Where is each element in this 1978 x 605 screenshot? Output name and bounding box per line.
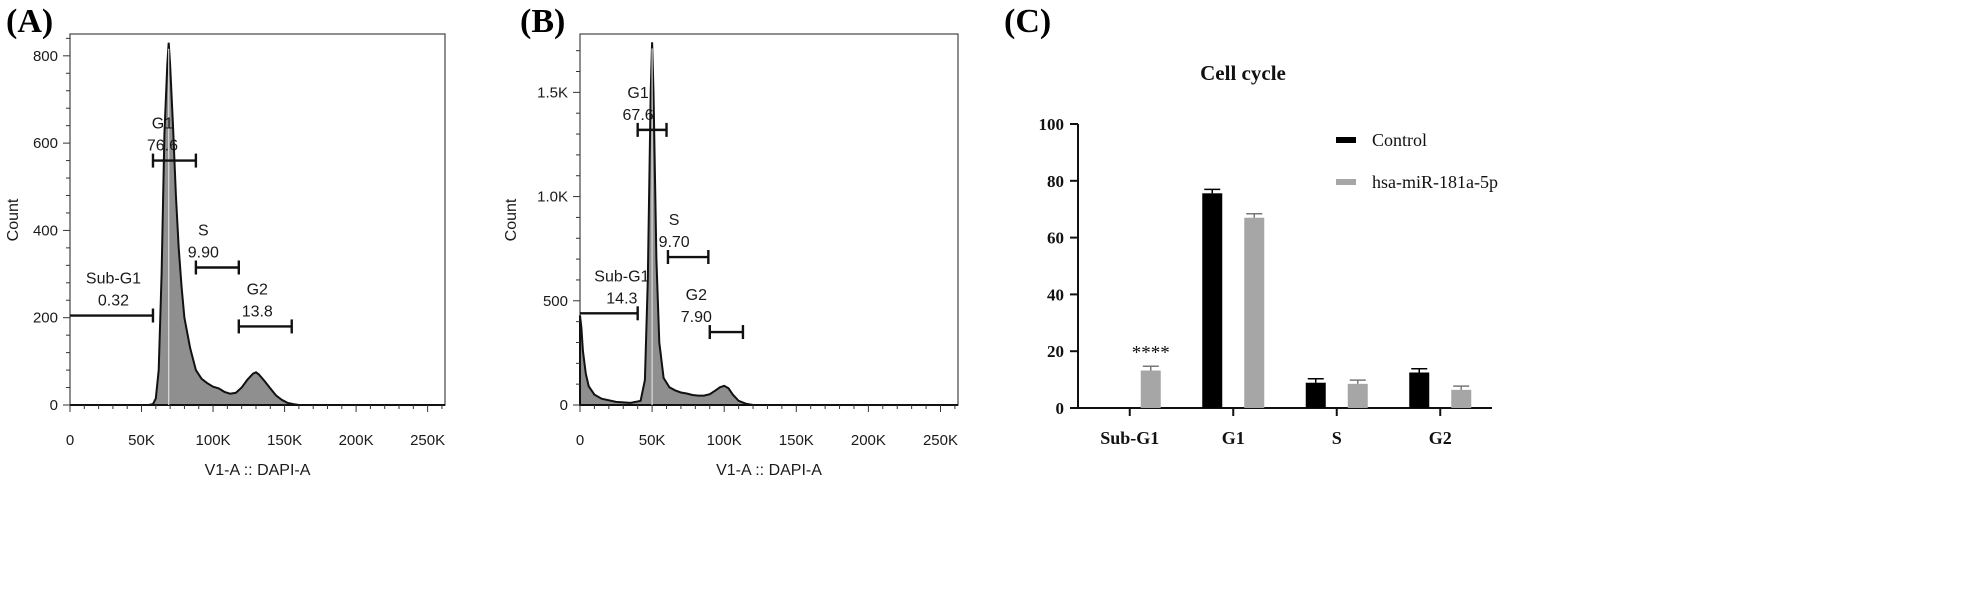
gate-name: G2 — [686, 287, 707, 304]
bar-mirna — [1451, 389, 1472, 408]
gate-value: 9.70 — [659, 234, 690, 251]
x-tick-label: 50K — [639, 432, 666, 449]
x-tick-label: 50K — [128, 432, 155, 449]
y-tick-label: 60 — [1047, 229, 1064, 248]
y-tick-label: 400 — [33, 222, 58, 239]
y-tick-label: 0 — [1056, 399, 1065, 418]
y-tick-label: 200 — [33, 310, 58, 327]
y-tick-label: 600 — [33, 135, 58, 152]
legend-label: Control — [1372, 130, 1427, 150]
y-tick-label: 500 — [543, 293, 568, 310]
bar-control — [1409, 372, 1430, 408]
x-tick-label: 250K — [923, 432, 958, 449]
gate-value: 0.32 — [98, 293, 129, 310]
legend-label: hsa-miR-181a-5p — [1372, 172, 1498, 192]
x-axis-label: V1-A :: DAPI-A — [716, 462, 822, 479]
gate-name: G1 — [627, 85, 648, 102]
gate-name: G2 — [247, 281, 268, 298]
gate-value: 14.3 — [606, 290, 637, 307]
x-tick-label: Sub-G1 — [1100, 428, 1159, 448]
y-tick-label: 80 — [1047, 172, 1064, 191]
y-tick-label: 800 — [33, 48, 58, 65]
bar-control — [1305, 382, 1326, 408]
gate-sub-g1: Sub-G1 14.3 — [580, 268, 650, 321]
gate-g2: G2 13.8 — [237, 281, 293, 334]
gate-value: 9.90 — [188, 245, 219, 262]
x-tick-label: 200K — [339, 432, 374, 449]
x-tick-label: 250K — [410, 432, 445, 449]
bar-control — [1202, 193, 1223, 408]
y-tick-label: 1.0K — [537, 189, 568, 206]
y-axis-label: Count — [503, 198, 520, 241]
bar-mirna — [1347, 383, 1368, 408]
gate-g1: G1 67.6 — [623, 85, 668, 137]
chart-title: Cell cycle — [1200, 61, 1286, 85]
x-tick-label: G2 — [1429, 428, 1452, 448]
bar-chart: Cell cycle 0 20 40 60 80 100 Sub-G1 G1 S G2 **** Con… — [1039, 61, 1498, 448]
gate-name: Sub-G1 — [594, 268, 649, 285]
significance-label: **** — [1132, 342, 1170, 363]
bar-mirna — [1244, 217, 1265, 408]
x-tick-label: S — [1332, 428, 1342, 448]
x-tick-label: 150K — [267, 432, 302, 449]
y-tick-label: 0 — [560, 397, 568, 414]
gate-name: S — [198, 223, 209, 240]
x-tick-label: 100K — [707, 432, 742, 449]
x-tick-label: 100K — [196, 432, 231, 449]
gate-name: Sub-G1 — [86, 271, 141, 288]
y-tick-label: 40 — [1047, 285, 1064, 304]
gate-g2: G2 7.90 — [681, 287, 745, 340]
gate-g1: G1 76.6 — [147, 116, 198, 168]
legend: Control hsa-miR-181a-5p — [1336, 130, 1498, 192]
y-tick-label: 100 — [1039, 115, 1065, 134]
y-tick-label: 0 — [50, 397, 58, 414]
panel-label: (C) — [1004, 3, 1051, 40]
x-tick-label: 150K — [779, 432, 814, 449]
panel-label: (A) — [6, 3, 53, 40]
bar-mirna — [1140, 370, 1161, 408]
x-axis-label: V1-A :: DAPI-A — [205, 462, 311, 479]
gate-value: 7.90 — [681, 309, 712, 326]
gate-value: 13.8 — [242, 303, 273, 320]
gate-name: G1 — [152, 116, 173, 133]
gate-s: S 9.70 — [659, 212, 710, 265]
x-tick-label: 0 — [576, 432, 584, 449]
histogram-area — [70, 42, 445, 406]
plot-frame — [69, 33, 446, 406]
y-tick-label: 1.5K — [537, 84, 568, 101]
x-tick-label: G1 — [1222, 428, 1245, 448]
x-tick-label: 0 — [66, 432, 74, 449]
y-axis-label: Count — [5, 198, 22, 241]
histogram-area — [579, 42, 958, 406]
gate-s: S 9.90 — [188, 223, 241, 275]
gate-name: S — [669, 212, 680, 229]
x-tick-label: 200K — [851, 432, 886, 449]
gate-value: 76.6 — [147, 138, 178, 155]
gate-sub-g1: Sub-G1 0.32 — [70, 271, 155, 323]
panel-label: (B) — [520, 3, 565, 40]
gate-value: 67.6 — [623, 107, 654, 124]
y-tick-label: 20 — [1047, 342, 1064, 361]
